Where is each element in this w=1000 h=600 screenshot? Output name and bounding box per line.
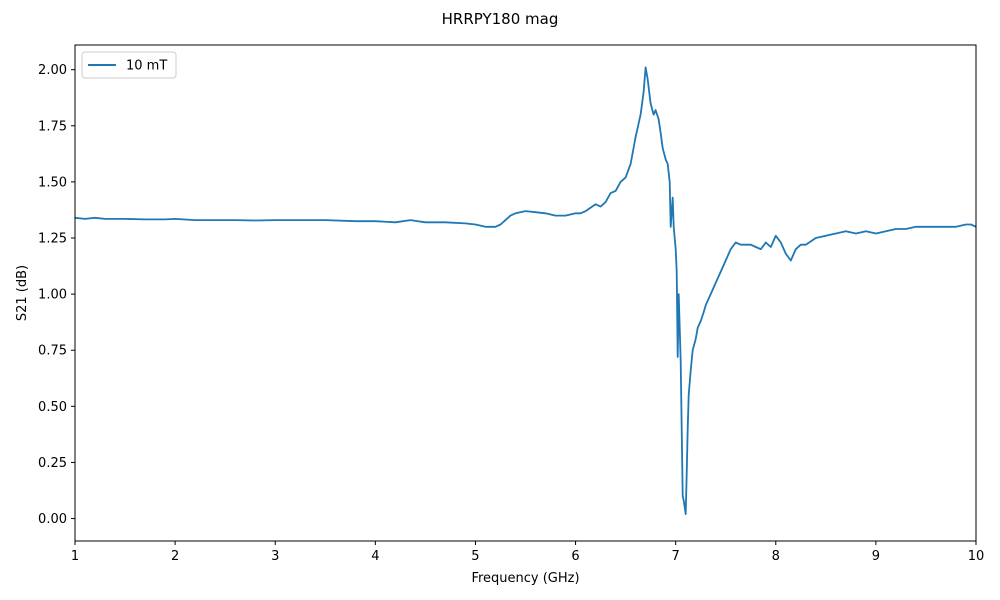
y-tick-label: 0.50 — [38, 400, 67, 415]
y-tick-label: 1.50 — [38, 175, 67, 190]
x-tick-label: 5 — [471, 549, 479, 564]
x-tick-label: 7 — [672, 549, 680, 564]
series-line-0 — [74, 66, 977, 515]
x-tick-label: 9 — [872, 549, 880, 564]
plot-area — [74, 66, 977, 515]
y-tick-label: 1.00 — [38, 288, 67, 303]
y-axis: 0.00 0.25 0.50 0.75 1.00 1.25 1.50 1.75 2.00 — [38, 63, 75, 527]
y-tick-label: 2.00 — [38, 63, 67, 78]
x-tick-label: 6 — [571, 549, 579, 564]
y-tick-label: 0.75 — [38, 344, 67, 359]
x-tick-label: 2 — [171, 549, 179, 564]
legend: 10 mT — [81, 51, 177, 79]
y-axis-label: S21 (dB) — [15, 265, 30, 321]
x-tick-label: 10 — [968, 549, 985, 564]
y-tick-label: 1.25 — [38, 232, 67, 247]
y-tick-label: 0.00 — [38, 512, 67, 527]
x-axis-label: Frequency (GHz) — [471, 571, 579, 586]
legend-box — [81, 51, 177, 79]
legend-label: 10 mT — [126, 59, 167, 74]
x-axis: 1 2 3 4 5 6 7 8 9 10 — [71, 541, 984, 564]
x-tick-label: 4 — [371, 549, 379, 564]
y-tick-label: 1.75 — [38, 119, 67, 134]
x-tick-label: 8 — [772, 549, 780, 564]
chart-title: HRRPY180 mag — [442, 10, 559, 28]
plot-frame — [74, 44, 977, 542]
x-tick-label: 3 — [271, 549, 279, 564]
x-tick-label: 1 — [71, 549, 79, 564]
y-tick-label: 0.25 — [38, 456, 67, 471]
